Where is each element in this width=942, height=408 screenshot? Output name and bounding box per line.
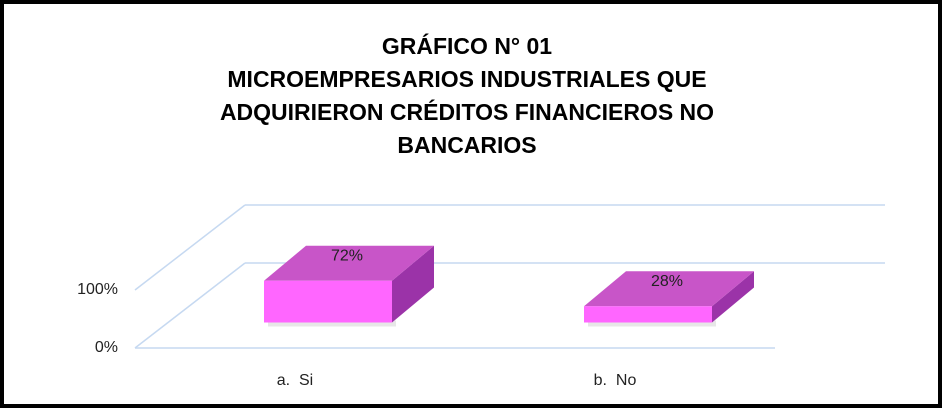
value-label: 72% [331, 247, 363, 264]
bar-top [584, 271, 754, 307]
bar-shadow [588, 320, 716, 327]
grid-line-side [134, 204, 246, 291]
grid-line-side [134, 262, 246, 349]
bar-side [712, 271, 754, 323]
bar-top [264, 245, 434, 281]
x-tick-label: b. No [594, 372, 637, 389]
y-tick-label: 0% [95, 339, 118, 356]
x-tick-label: a. Si [277, 372, 313, 389]
value-label: 28% [651, 273, 683, 290]
y-tick-label: 100% [77, 281, 118, 298]
bar [264, 280, 392, 323]
bar [584, 306, 712, 323]
bar-side [392, 245, 434, 323]
chart-title: GRÁFICO N° 01 MICROEMPRESARIOS INDUSTRIA… [219, 33, 715, 158]
bar-shadow [268, 320, 396, 327]
